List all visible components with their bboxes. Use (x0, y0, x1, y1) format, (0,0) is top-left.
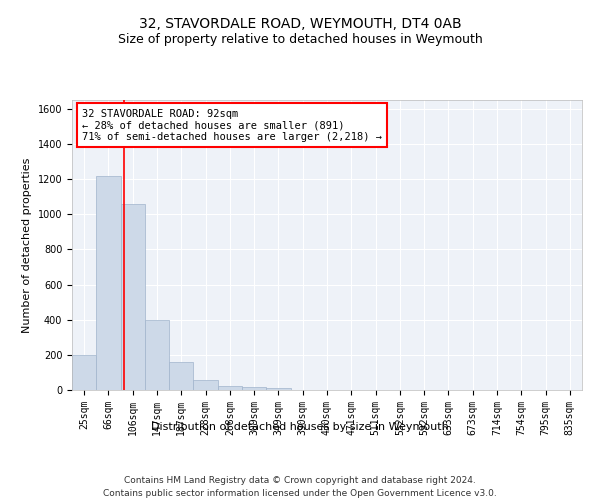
Text: Distribution of detached houses by size in Weymouth: Distribution of detached houses by size … (151, 422, 449, 432)
Bar (121, 204, 145, 390)
Bar (96, 176, 121, 390)
Bar (218, 386, 242, 390)
Bar (72, 355, 96, 390)
Bar (145, 320, 169, 390)
Bar (193, 380, 218, 390)
Bar (266, 388, 290, 390)
Text: Size of property relative to detached houses in Weymouth: Size of property relative to detached ho… (118, 32, 482, 46)
Bar (169, 362, 193, 390)
Text: Contains HM Land Registry data © Crown copyright and database right 2024.: Contains HM Land Registry data © Crown c… (124, 476, 476, 485)
Y-axis label: Number of detached properties: Number of detached properties (22, 158, 32, 332)
Text: Contains public sector information licensed under the Open Government Licence v3: Contains public sector information licen… (103, 489, 497, 498)
Text: 32 STAVORDALE ROAD: 92sqm
← 28% of detached houses are smaller (891)
71% of semi: 32 STAVORDALE ROAD: 92sqm ← 28% of detac… (82, 108, 382, 142)
Bar (242, 388, 266, 390)
Text: 32, STAVORDALE ROAD, WEYMOUTH, DT4 0AB: 32, STAVORDALE ROAD, WEYMOUTH, DT4 0AB (139, 18, 461, 32)
